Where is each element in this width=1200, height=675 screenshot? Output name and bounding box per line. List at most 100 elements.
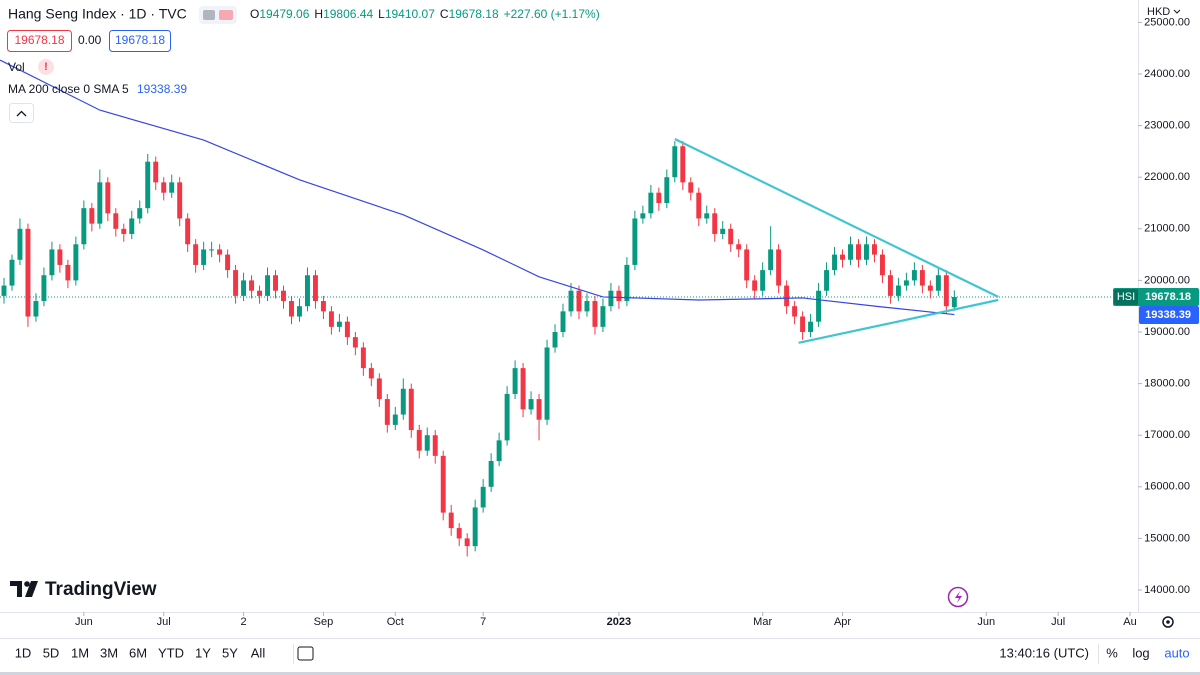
- candle-body: [480, 486, 486, 508]
- candle-body: [544, 347, 550, 420]
- range-button[interactable]: 6M: [129, 645, 147, 660]
- candle-body: [17, 228, 23, 260]
- candle-body: [768, 249, 774, 271]
- sell-box[interactable]: [7, 30, 72, 52]
- scale-option[interactable]: log: [1132, 645, 1149, 660]
- alert-mark: !: [44, 61, 48, 73]
- candle-body: [368, 368, 374, 379]
- scale-option[interactable]: auto: [1164, 645, 1189, 660]
- candle-body: [121, 228, 127, 234]
- candle-body: [504, 393, 510, 441]
- candle-body: [512, 368, 518, 394]
- collapse-icon: [16, 110, 27, 117]
- range-button[interactable]: 1M: [71, 645, 89, 660]
- logo-mark: [25, 581, 38, 597]
- y-tick-label: 20000.00: [1144, 274, 1190, 286]
- candle-body: [672, 146, 678, 178]
- candle-body: [241, 280, 247, 296]
- ma-price-box: [1139, 306, 1199, 325]
- y-tick-label: 16000.00: [1144, 481, 1190, 493]
- ohlc-value: 19479.06: [259, 7, 309, 21]
- range-button[interactable]: 5Y: [222, 645, 238, 660]
- candle-body: [209, 249, 215, 251]
- candle-body: [65, 264, 71, 281]
- chart-title: Hang Seng Index · 1D · TVC: [8, 6, 187, 22]
- range-button[interactable]: YTD: [158, 645, 184, 660]
- buy-box[interactable]: [109, 30, 171, 52]
- candle-body: [951, 297, 957, 308]
- candle-body: [97, 182, 103, 224]
- candle-body: [664, 177, 670, 203]
- candle-body: [448, 512, 454, 529]
- x-tick-label: Au: [1123, 616, 1136, 628]
- candle-body: [9, 259, 15, 286]
- candle-body: [903, 280, 909, 286]
- candle-body: [712, 213, 718, 234]
- collapse-button[interactable]: [9, 103, 34, 123]
- candle-body: [257, 290, 263, 296]
- candle-body: [887, 275, 893, 296]
- candle-body: [249, 280, 255, 291]
- candle-body: [424, 435, 430, 451]
- candle-body: [864, 244, 869, 260]
- y-tick-label: 23000.00: [1144, 120, 1190, 132]
- y-tick-label: 17000.00: [1144, 429, 1190, 441]
- scale-option[interactable]: %: [1106, 645, 1118, 660]
- candle-body: [289, 301, 294, 317]
- candle-body: [201, 249, 207, 265]
- y-tick-label: 19000.00: [1144, 326, 1190, 338]
- candle-body: [624, 264, 630, 302]
- candle-body: [1, 285, 7, 296]
- candle-body: [800, 316, 806, 333]
- trend-line[interactable]: [674, 138, 999, 298]
- range-button[interactable]: All: [251, 645, 266, 660]
- last-price-label: 19678.18: [1145, 291, 1191, 303]
- candle-body: [784, 285, 790, 307]
- range-button[interactable]: 5D: [43, 645, 60, 660]
- candle-body: [177, 182, 183, 219]
- candle-body: [927, 285, 933, 291]
- logo-text: TradingView: [45, 579, 157, 600]
- candle-body: [600, 306, 606, 327]
- ma-legend: MA 200 close 0 SMA 5: [8, 82, 129, 96]
- candle-body: [233, 270, 239, 296]
- logo: TradingView: [10, 579, 157, 600]
- settings-icon[interactable]: [1162, 616, 1174, 628]
- range-button[interactable]: 1D: [15, 645, 32, 660]
- range-button[interactable]: 3M: [100, 645, 118, 660]
- candle-body: [33, 301, 39, 317]
- x-tick-label: Apr: [834, 616, 851, 628]
- candle-body: [760, 270, 766, 291]
- y-tick-label: 18000.00: [1144, 378, 1190, 390]
- candle-body: [161, 182, 167, 193]
- candle-body: [520, 368, 526, 410]
- candle-body: [49, 249, 55, 276]
- alert-icon[interactable]: [38, 59, 54, 75]
- candle-body: [41, 275, 47, 302]
- candle-body: [344, 321, 350, 338]
- y-tick-label: 24000.00: [1144, 68, 1190, 80]
- candle-body: [536, 399, 542, 420]
- candle-body: [528, 399, 534, 410]
- ohlc-value: 19410.07: [385, 7, 435, 21]
- x-tick-label: Oct: [387, 616, 404, 628]
- currency[interactable]: HKD: [1147, 6, 1170, 18]
- trend-line[interactable]: [798, 298, 999, 344]
- volume-legend: Vol: [8, 60, 25, 74]
- sell-price: 19678.18: [14, 33, 64, 47]
- candle-body: [416, 430, 422, 451]
- range-button[interactable]: 1Y: [195, 645, 211, 660]
- candle-body: [911, 270, 917, 281]
- date-range-icon[interactable]: [297, 646, 314, 661]
- candle-body: [584, 301, 590, 312]
- candle-body: [225, 254, 231, 271]
- candle-body: [81, 208, 87, 245]
- compare-icon: [203, 10, 215, 20]
- candle-body: [943, 275, 949, 307]
- plot-area: [0, 59, 1138, 557]
- candle-body: [153, 161, 159, 183]
- x-tick-label: Jun: [75, 616, 93, 628]
- candle-body: [496, 440, 502, 462]
- candle-body: [73, 244, 79, 281]
